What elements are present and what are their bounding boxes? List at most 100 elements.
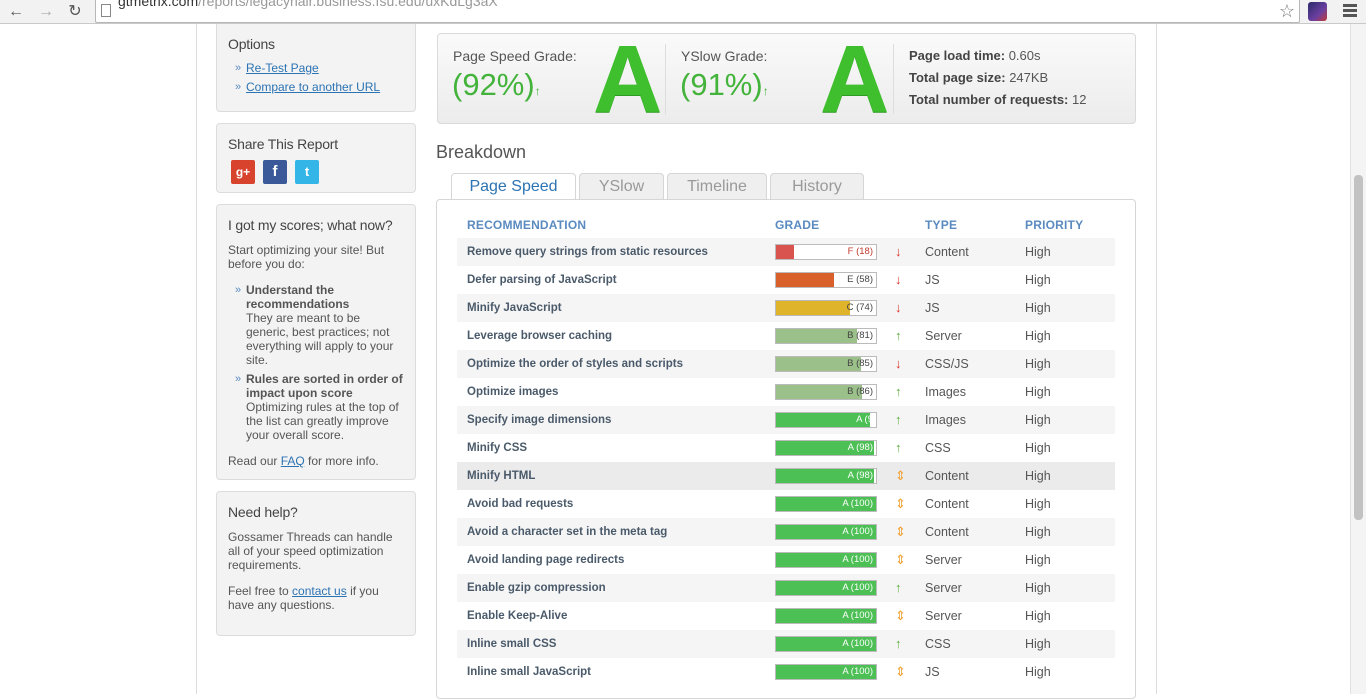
back-icon[interactable]: ←	[8, 3, 24, 20]
recommendation-name[interactable]: Optimize the order of styles and scripts	[467, 358, 683, 370]
grade-label: A (9	[856, 414, 873, 425]
page-icon	[101, 4, 111, 17]
grade-bar-fill	[776, 413, 870, 427]
grade-bar-fill	[776, 609, 876, 623]
grade-label: E (58)	[847, 274, 873, 285]
retest-link[interactable]: Re-Test Page	[246, 61, 319, 75]
rule-priority: High	[1025, 301, 1051, 315]
recommendation-name[interactable]: Avoid a character set in the meta tag	[467, 526, 668, 538]
grade-label: A (100)	[842, 554, 873, 565]
scores-help-box: I got my scores; what now? Start optimiz…	[216, 204, 416, 480]
header-type: TYPE	[925, 218, 958, 232]
table-row[interactable]: Enable gzip compression A (100) ↑ Server Hig…	[457, 574, 1115, 602]
faq-text: Read our FAQ for more info.	[228, 454, 379, 468]
recommendation-name[interactable]: Specify image dimensions	[467, 414, 612, 426]
contact-link[interactable]: contact us	[292, 584, 347, 598]
table-row[interactable]: Avoid a character set in the meta tag A (…	[457, 518, 1115, 546]
rule-priority: High	[1025, 581, 1051, 595]
trend-same-icon: ⇕	[895, 608, 906, 623]
table-row[interactable]: Inline small JavaScript A (100) ⇕ JS High	[457, 658, 1115, 686]
summary-box: Page Speed Grade: (92%)↑ A YSlow Grade: …	[437, 26, 1136, 133]
compare-link[interactable]: Compare to another URL	[246, 80, 381, 94]
recommendation-name[interactable]: Minify CSS	[467, 442, 528, 454]
recommendation-name[interactable]: Avoid bad requests	[467, 498, 574, 510]
trend-same-icon: ⇕	[895, 496, 906, 511]
tab-history[interactable]: History	[770, 173, 864, 199]
recommendation-name[interactable]: Avoid landing page redirects	[467, 554, 625, 566]
scrollbar[interactable]	[1350, 24, 1366, 694]
table-row[interactable]: Specify image dimensions A (9 ↑ Images High	[457, 406, 1115, 434]
grade-bar-fill	[776, 385, 862, 399]
recommendation-name[interactable]: Enable gzip compression	[467, 582, 606, 594]
bookmark-star-icon[interactable]: ☆	[1278, 1, 1295, 21]
facebook-icon[interactable]: f	[263, 160, 287, 184]
address-url[interactable]: gtmetrix.com/reports/legacyhair.business…	[118, 0, 498, 9]
grade-bar-fill	[776, 357, 861, 371]
rule-priority: High	[1025, 385, 1051, 399]
trend-same-icon: ⇕	[895, 468, 906, 483]
menu-icon[interactable]	[1343, 4, 1357, 19]
tab-yslow[interactable]: YSlow	[579, 173, 664, 199]
request-count: Total number of requests: 12	[909, 92, 1087, 107]
extension-icon[interactable]	[1308, 2, 1327, 21]
table-row[interactable]: Avoid landing page redirects A (100) ⇕ Serv…	[457, 546, 1115, 574]
divider	[893, 44, 894, 114]
grade-label: A (98)	[847, 442, 873, 453]
grade-bar: E (58)	[775, 272, 877, 288]
recommendation-name[interactable]: Optimize images	[467, 386, 559, 398]
tab-timeline[interactable]: Timeline	[667, 173, 767, 199]
rule-type: Server	[925, 553, 962, 567]
recommendation-name[interactable]: Leverage browser caching	[467, 330, 613, 342]
table-row[interactable]: Remove query strings from static resourc…	[457, 238, 1115, 266]
rule-priority: High	[1025, 525, 1051, 539]
rule-priority: High	[1025, 441, 1051, 455]
grade-label: A (100)	[842, 610, 873, 621]
google-plus-icon[interactable]: g+	[231, 160, 255, 184]
grade-bar-fill	[776, 329, 857, 343]
table-row[interactable]: Defer parsing of JavaScript E (58) ↓ JS High	[457, 266, 1115, 294]
grade-bar: A (100)	[775, 496, 877, 512]
trend-up-icon: ↑	[895, 328, 902, 343]
twitter-icon[interactable]: t	[295, 160, 319, 184]
faq-link[interactable]: FAQ	[280, 454, 305, 468]
table-row[interactable]: Minify JavaScript C (74) ↓ JS High	[457, 294, 1115, 322]
grade-bar-fill	[776, 497, 876, 511]
yslow-letter-grade: A	[820, 26, 890, 133]
trend-up-icon: ↑	[895, 580, 902, 595]
grade-bar-fill	[776, 245, 794, 259]
trend-up-icon: ↑	[895, 440, 902, 455]
recommendation-name[interactable]: Minify HTML	[467, 470, 536, 482]
table-row[interactable]: Optimize the order of styles and scripts…	[457, 350, 1115, 378]
grade-bar-fill	[776, 301, 850, 315]
table-row[interactable]: Minify CSS A (98) ↑ CSS High	[457, 434, 1115, 462]
rule-priority: High	[1025, 273, 1051, 287]
recommendation-name[interactable]: Defer parsing of JavaScript	[467, 274, 617, 286]
table-row[interactable]: Inline small CSS A (100) ↑ CSS High	[457, 630, 1115, 658]
forward-icon[interactable]: →	[38, 3, 54, 20]
scrollbar-thumb[interactable]	[1354, 175, 1363, 520]
recommendation-name[interactable]: Inline small JavaScript	[467, 666, 592, 678]
table-row[interactable]: Enable Keep-Alive A (100) ⇕ Server High	[457, 602, 1115, 630]
rule-priority: High	[1025, 329, 1051, 343]
rule-type: Images	[925, 385, 966, 399]
tab-page-speed[interactable]: Page Speed	[451, 173, 576, 200]
grade-bar-fill	[776, 525, 876, 539]
scores-help-title: I got my scores; what now?	[228, 217, 393, 233]
rule-priority: High	[1025, 609, 1051, 623]
trend-down-icon: ↓	[895, 272, 902, 287]
table-row[interactable]: Optimize images B (86) ↑ Images High	[457, 378, 1115, 406]
yslow-score: (91%)↑	[680, 67, 769, 102]
trend-up-icon: ↑	[895, 384, 902, 399]
rule-type: JS	[925, 665, 940, 679]
table-row[interactable]: Leverage browser caching B (81) ↑ Server Hig…	[457, 322, 1115, 350]
recommendation-name[interactable]: Enable Keep-Alive	[467, 610, 568, 622]
divider	[665, 44, 666, 114]
recommendation-name[interactable]: Remove query strings from static resourc…	[467, 246, 708, 258]
grade-bar-fill	[776, 469, 874, 483]
table-row[interactable]: Minify HTML A (98) ⇕ Content High	[457, 462, 1115, 490]
address-bar[interactable]: gtmetrix.com/reports/legacyhair.business…	[95, 0, 1300, 23]
table-row[interactable]: Avoid bad requests A (100) ⇕ Content High	[457, 490, 1115, 518]
recommendation-name[interactable]: Inline small CSS	[467, 638, 557, 650]
recommendation-name[interactable]: Minify JavaScript	[467, 302, 562, 314]
reload-icon[interactable]: ↻	[68, 3, 82, 20]
